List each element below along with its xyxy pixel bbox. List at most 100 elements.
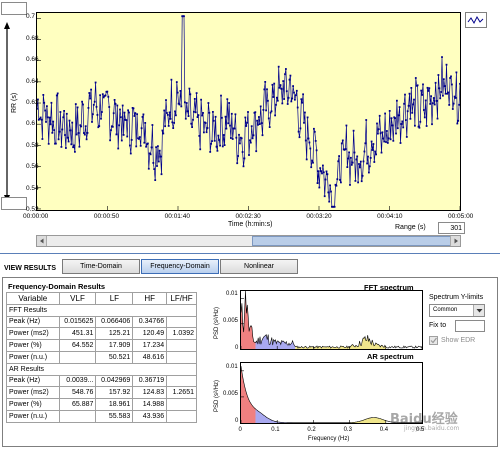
row-label: Power (n.u.) bbox=[6, 350, 60, 364]
table-row: Power (%) 65.887 18.961 14.988 bbox=[6, 398, 197, 411]
cell-value bbox=[58, 350, 97, 364]
cell-value: 0.0039... bbox=[58, 374, 97, 388]
chevron-down-icon[interactable] bbox=[473, 305, 484, 316]
y-max-input[interactable] bbox=[1, 2, 27, 15]
ylimits-label: Spectrum Y-limits bbox=[429, 294, 484, 301]
watermark-text: Baidu经验 bbox=[390, 412, 458, 427]
time-scrollbar[interactable] bbox=[36, 235, 461, 247]
separator-line bbox=[0, 253, 500, 254]
tab-frequency-domain[interactable]: Frequency-Domain bbox=[141, 259, 219, 274]
cell-value: 0.36719 bbox=[132, 374, 168, 388]
table-row: Power (ms2) 548.76 157.92 124.83 1.2651 bbox=[6, 386, 197, 400]
cell-value: 0.34766 bbox=[132, 315, 168, 329]
cell-value: 64.552 bbox=[58, 339, 97, 352]
scroll-thumb[interactable] bbox=[252, 236, 452, 246]
header-variable: Variable bbox=[6, 292, 60, 305]
ar-ytick-1: 0.005 bbox=[223, 391, 239, 397]
section-row: AR Results bbox=[6, 362, 197, 376]
ar-xtick-5: 0.5 bbox=[416, 427, 425, 433]
legend-icon[interactable] bbox=[465, 12, 487, 28]
cell-value: 48.616 bbox=[132, 350, 168, 364]
ar-xtick-0: 0 bbox=[238, 427, 242, 433]
row-label: Power (n.u.) bbox=[6, 409, 60, 423]
show-edr-label: Show EDR bbox=[441, 337, 476, 344]
ar-xtick-1: 0.1 bbox=[271, 427, 280, 433]
rr-xtick-3: 00:02:30 bbox=[235, 213, 261, 220]
rr-plot[interactable] bbox=[36, 12, 461, 211]
results-table: Variable VLF LF HF LF/HF FFT Results Peak… bbox=[6, 292, 197, 423]
table-row: Power (n.u.) 55.583 43.936 bbox=[6, 409, 197, 423]
cell-value: 14.988 bbox=[132, 398, 168, 411]
ar-xtick-4: 0.4 bbox=[379, 427, 389, 433]
fft-plot[interactable] bbox=[240, 290, 423, 350]
y-min-input[interactable] bbox=[1, 197, 27, 210]
show-edr-checkbox[interactable] bbox=[429, 336, 438, 345]
cell-value: 50.521 bbox=[95, 350, 134, 364]
header-lfhf: LF/HF bbox=[166, 292, 197, 305]
rr-ytick-6: 0.58 bbox=[26, 141, 39, 149]
ar-spectrum-chart bbox=[241, 366, 422, 423]
range-input[interactable]: 301 bbox=[438, 222, 465, 234]
watermark-subtext: jingyan.baidu.com bbox=[404, 425, 460, 432]
rr-ytick-2: 0.66 bbox=[26, 56, 39, 64]
section-name: AR Results bbox=[6, 362, 197, 376]
cell-value bbox=[166, 398, 197, 411]
rr-ytick-5: 0.6 bbox=[26, 120, 36, 128]
rr-ytick-7: 0.56 bbox=[26, 163, 39, 171]
rr-ytick-8: 0.54 bbox=[26, 184, 39, 192]
fft-ylabel: PSD (s²/Hz) bbox=[214, 307, 220, 339]
rr-series-chart bbox=[37, 15, 460, 210]
table-row: Power (%) 64.552 17.909 17.234 bbox=[6, 339, 197, 352]
header-lf: LF bbox=[95, 292, 134, 305]
cell-value bbox=[166, 339, 197, 352]
rr-ytick-9: 0.52 bbox=[26, 205, 39, 213]
cell-value: 0.015625 bbox=[58, 315, 97, 329]
cell-value bbox=[166, 350, 197, 364]
section-name: FFT Results bbox=[6, 303, 197, 317]
rr-ytick-4: 0.62 bbox=[26, 98, 39, 106]
rr-ytick-0: 0.7 bbox=[26, 13, 36, 21]
rr-ytick-3: 0.64 bbox=[26, 77, 39, 85]
cell-value: 120.49 bbox=[132, 327, 168, 341]
fft-ytick-1: 0.005 bbox=[223, 318, 239, 324]
ar-plot-title: AR spectrum bbox=[367, 352, 414, 361]
rr-ylabel: RR (s) bbox=[11, 92, 18, 113]
cell-value bbox=[58, 409, 97, 423]
ylimits-select[interactable]: Common bbox=[429, 304, 485, 317]
ar-ylabel: PSD (s²/Hz) bbox=[214, 380, 220, 412]
rr-xtick-6: 00:05:00 bbox=[448, 213, 474, 220]
tab-time-domain[interactable]: Time-Domain bbox=[62, 259, 140, 274]
cell-value: 548.76 bbox=[58, 386, 97, 400]
view-results-label: VIEW RESULTS bbox=[4, 265, 56, 272]
cell-value: 17.909 bbox=[95, 339, 134, 352]
cell-value bbox=[166, 315, 197, 329]
row-label: Peak (Hz) bbox=[6, 374, 60, 388]
row-label: Power (%) bbox=[6, 398, 60, 411]
cell-value: 17.234 bbox=[132, 339, 168, 352]
ar-xtick-2: 0.2 bbox=[307, 427, 316, 433]
cell-value: 55.583 bbox=[95, 409, 134, 423]
fix-to-input[interactable] bbox=[455, 320, 485, 332]
fft-ytick-0: 0.01 bbox=[226, 291, 238, 297]
cell-value: 451.31 bbox=[58, 327, 97, 341]
ar-plot[interactable] bbox=[240, 362, 423, 424]
cell-value bbox=[166, 409, 197, 423]
scroll-right-arrow[interactable] bbox=[450, 236, 460, 246]
fix-to-label: Fix to bbox=[429, 322, 447, 329]
row-label: Peak (Hz) bbox=[6, 315, 60, 329]
ar-xtick-3: 0.3 bbox=[343, 427, 352, 433]
rr-xtick-5: 00:04:10 bbox=[377, 213, 403, 220]
ar-xlabel: Frequency (Hz) bbox=[308, 436, 350, 442]
header-vlf: VLF bbox=[58, 292, 97, 305]
ar-ytick-0: 0.01 bbox=[226, 364, 238, 370]
fft-spectrum-chart bbox=[241, 291, 422, 349]
tab-nonlinear[interactable]: Nonlinear bbox=[220, 259, 298, 274]
results-title: Frequency-Domain Results bbox=[8, 282, 106, 291]
scroll-left-arrow[interactable] bbox=[37, 236, 47, 246]
table-row: Power (n.u.) 50.521 48.616 bbox=[6, 350, 197, 364]
results-table-container: Variable VLF LF HF LF/HF FFT Results Peak… bbox=[6, 292, 197, 423]
rr-xtick-1: 00:00:50 bbox=[93, 213, 120, 220]
cell-value: 43.936 bbox=[132, 409, 168, 423]
cell-value: 18.961 bbox=[95, 398, 134, 411]
